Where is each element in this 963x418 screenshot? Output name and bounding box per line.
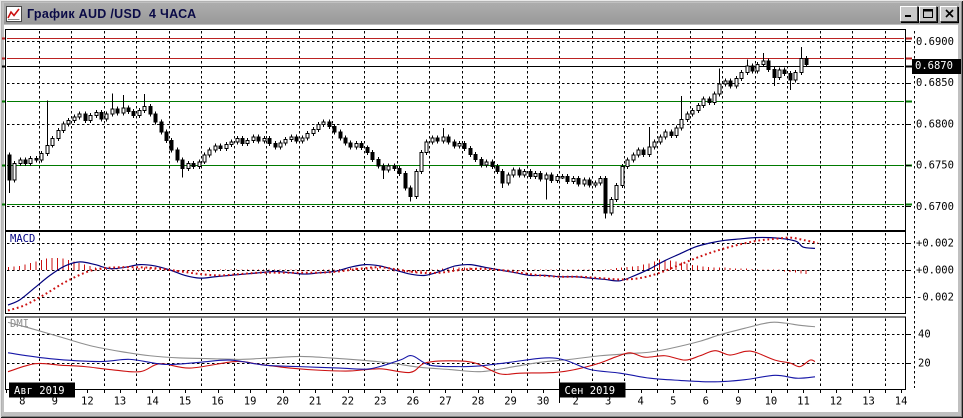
chart-client-area [4, 25, 958, 412]
titlebar[interactable]: График AUD /USD 4 ЧАСА [4, 3, 959, 24]
minimize-button[interactable] [900, 5, 918, 22]
chart-app-icon [6, 5, 22, 22]
macd-panel-label: MACD [10, 233, 36, 245]
close-button[interactable] [940, 5, 958, 22]
close-icon [944, 9, 954, 18]
minimize-icon [905, 15, 911, 17]
maximize-button[interactable] [919, 5, 937, 22]
window-title: График AUD /USD 4 ЧАСА [27, 6, 197, 21]
dmi-panel-label: DMI [10, 318, 29, 330]
maximize-icon [923, 9, 933, 18]
current-price-badge: 0.6870 [912, 59, 961, 74]
